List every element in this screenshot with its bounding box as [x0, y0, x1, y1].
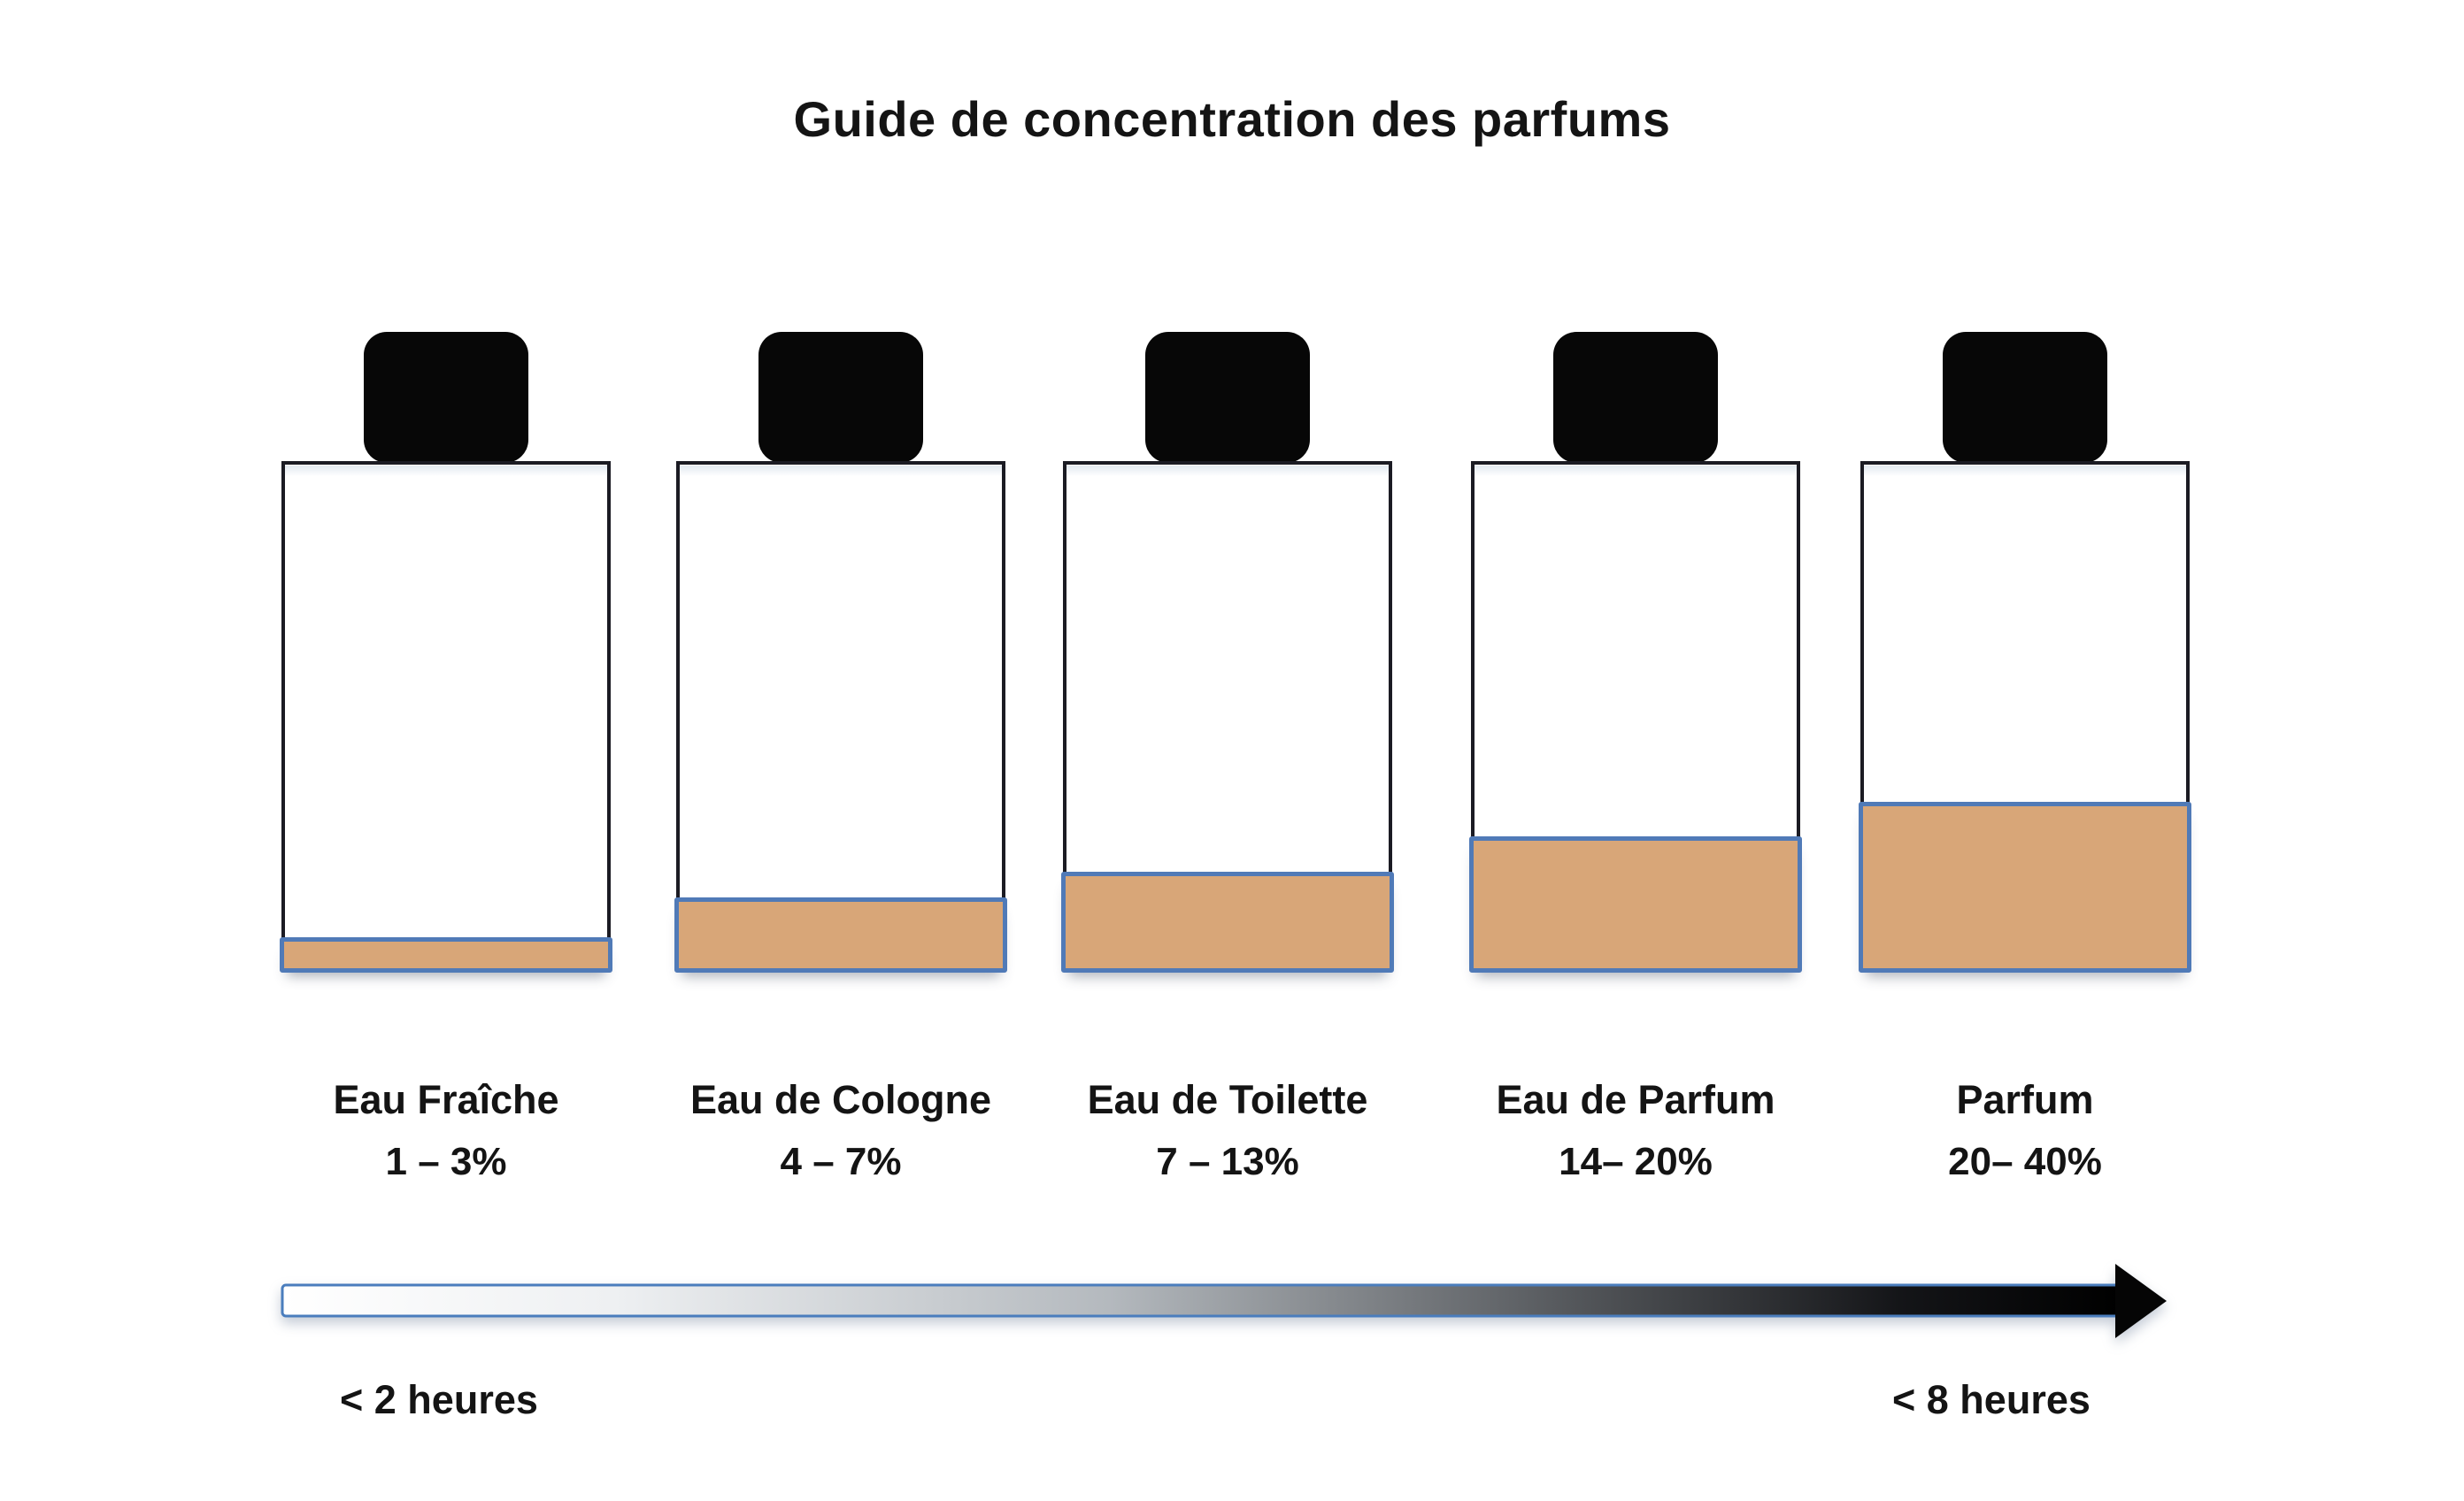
liquid-fill [1061, 872, 1394, 973]
bottle-eau-de-cologne: Eau de Cologne 4 – 7% [674, 332, 1007, 1217]
bottle-body [1469, 461, 1802, 973]
concentration-range-label: 20– 40% [1948, 1140, 2102, 1183]
liquid-fill [674, 897, 1007, 973]
duration-gradient-arrow-icon [281, 1264, 2167, 1338]
bottle-caption: Eau Fraîche 1 – 3% [246, 1077, 646, 1184]
bottle-glass-highlight [1475, 466, 1797, 476]
bottle-glass-highlight [285, 466, 607, 476]
bottle-name-label: Eau de Cologne [689, 1077, 992, 1122]
bottle-glass-highlight [1066, 466, 1389, 476]
bottle-caption: Parfum 20– 40% [1825, 1077, 2225, 1184]
concentration-range-label: 7 – 13% [1156, 1140, 1299, 1183]
bottle-glass-highlight [680, 466, 1002, 476]
bottle-name-label: Parfum [1956, 1077, 2094, 1122]
bottle-eau-fraiche: Eau Fraîche 1 – 3% [280, 332, 612, 1217]
concentration-range-label: 4 – 7% [780, 1140, 902, 1183]
bottle-name-label: Eau de Parfum [1496, 1077, 1775, 1122]
bottle-glass-highlight [1864, 466, 2186, 476]
duration-end-label: < 8 heures [1892, 1377, 2091, 1422]
bottle-cap-icon [1145, 332, 1310, 463]
concentration-range-label: 14– 20% [1559, 1140, 1713, 1183]
bottle-body [1061, 461, 1394, 973]
bottle-name-label: Eau de Toilette [1087, 1077, 1368, 1122]
liquid-fill [1469, 836, 1802, 973]
page-title: Guide de concentration des parfums [793, 91, 1671, 147]
bottle-eau-de-parfum: Eau de Parfum 14– 20% [1469, 332, 1802, 1217]
bottle-name-label: Eau Fraîche [333, 1077, 559, 1122]
bottle-cap-icon [758, 332, 923, 463]
bottle-caption: Eau de Cologne 4 – 7% [641, 1077, 1041, 1184]
bottle-caption: Eau de Toilette 7 – 13% [1028, 1077, 1428, 1184]
bottle-body [674, 461, 1007, 973]
liquid-fill [280, 937, 612, 973]
bottle-eau-de-toilette: Eau de Toilette 7 – 13% [1061, 332, 1394, 1217]
bottle-caption: Eau de Parfum 14– 20% [1436, 1077, 1836, 1184]
bottle-cap-icon [1943, 332, 2107, 463]
concentration-range-label: 1 – 3% [385, 1140, 507, 1183]
bottle-cap-icon [1553, 332, 1718, 463]
liquid-fill [1859, 801, 2191, 973]
bottle-cap-icon [364, 332, 528, 463]
duration-start-label: < 2 heures [340, 1377, 538, 1422]
bottle-body [1859, 461, 2191, 973]
bottle-parfum: Parfum 20– 40% [1859, 332, 2191, 1217]
bottle-body [280, 461, 612, 973]
arrowhead-icon [2115, 1264, 2167, 1338]
